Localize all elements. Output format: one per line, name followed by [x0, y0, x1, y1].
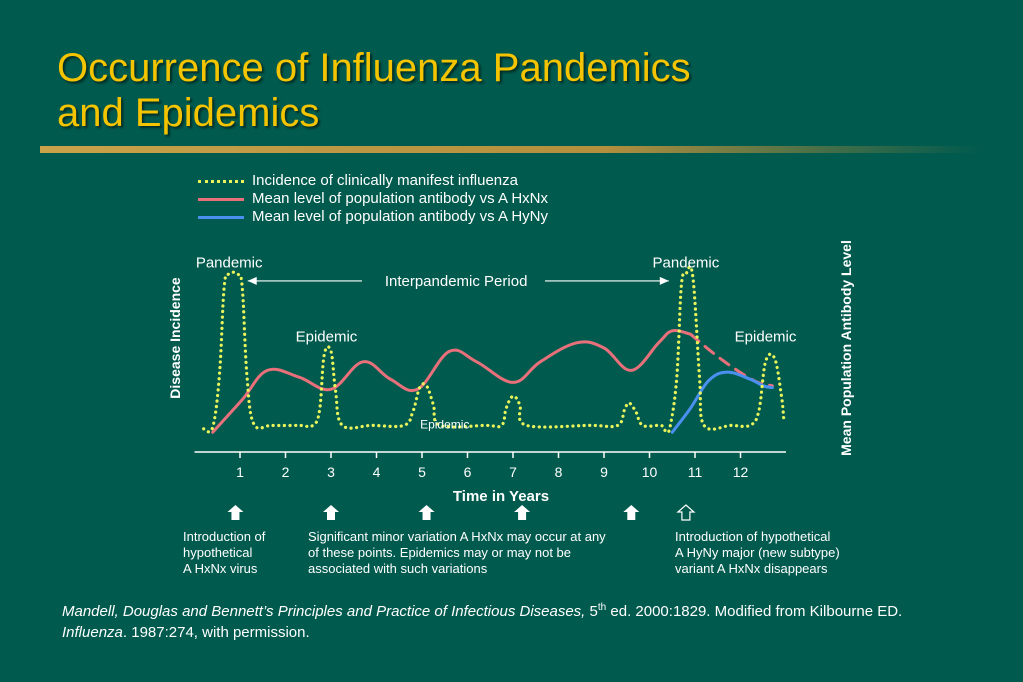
event-arrow-icon	[323, 505, 339, 520]
note-minor-variation: Significant minor variation A HxNx may o…	[308, 529, 606, 576]
citation: Mandell, Douglas and Bennett’s Principle…	[62, 597, 962, 643]
citation-reference: ed. 2000:1829. Modified from Kilbourne E…	[606, 603, 903, 620]
x-tick-label: 5	[418, 464, 426, 480]
legend-label: Mean level of population antibody vs A H…	[252, 208, 549, 225]
legend-item-incidence: Incidence of clinically manifest influen…	[198, 172, 518, 190]
citation-journal: Influenza	[62, 624, 123, 641]
y-axis-title-left: Disease Incidence	[167, 277, 183, 399]
slide-title: Occurrence of Influenza Pandemics and Ep…	[57, 46, 691, 136]
series-line-2	[689, 332, 774, 388]
citation-edition: 5	[585, 603, 598, 620]
event-arrow-icon	[227, 505, 244, 520]
x-tick-label: 7	[509, 464, 517, 480]
legend-item-antibody-hyny: Mean level of population antibody vs A H…	[198, 208, 548, 226]
slide-title-line-1: Occurrence of Influenza Pandemics	[57, 46, 691, 90]
note-intro-hxnx: Introduction of hypothetical A HxNx viru…	[183, 529, 266, 576]
x-tick-label: 2	[282, 464, 290, 480]
x-tick-label: 10	[642, 464, 658, 480]
series-line-1	[211, 328, 692, 434]
citation-pages: . 1987:274, with permission.	[122, 624, 310, 641]
note-intro-hyny: Introduction of hypothetical A HyNy majo…	[675, 529, 840, 576]
slide-title-line-2: and Epidemics	[57, 91, 320, 135]
annotation-label: Pandemic	[196, 255, 263, 272]
legend-swatch-blue	[198, 215, 244, 219]
x-tick-label: 9	[600, 464, 608, 480]
series-line-0	[202, 264, 786, 435]
annotation-label: Pandemic	[653, 255, 720, 272]
period-arrowhead-left	[247, 276, 257, 285]
legend-swatch-dotted	[198, 179, 244, 183]
x-tick-label: 12	[733, 464, 749, 480]
annotation-label: Epidemic	[296, 328, 358, 345]
annotation-label: Interpandemic Period	[385, 273, 528, 290]
legend-swatch-red	[198, 197, 244, 201]
x-tick-label: 1	[236, 464, 244, 480]
citation-edition-sup: th	[597, 602, 607, 613]
x-tick-label: 4	[373, 464, 381, 480]
legend-label: Incidence of clinically manifest influen…	[252, 172, 518, 189]
x-tick-label: 3	[327, 464, 335, 480]
event-arrow-outline-icon	[676, 504, 696, 521]
event-arrow-icon	[514, 505, 531, 520]
event-arrow-icon	[623, 505, 640, 520]
title-divider	[40, 146, 982, 153]
x-tick-label: 8	[555, 464, 563, 480]
period-arrowhead-right	[659, 276, 669, 285]
annotation-label: Epidemic	[420, 418, 469, 432]
annotation-label: Epidemic	[735, 328, 797, 345]
series-line-3	[670, 370, 774, 434]
x-tick-label: 6	[464, 464, 472, 480]
y-axis-title-right: Mean Population Antibody Level	[838, 240, 854, 456]
citation-book: Mandell, Douglas and Bennett’s Principle…	[62, 603, 586, 620]
legend-item-antibody-hxnx: Mean level of population antibody vs A H…	[198, 190, 548, 208]
x-tick-label: 11	[688, 464, 703, 480]
x-axis-title: Time in Years	[453, 488, 549, 505]
legend-label: Mean level of population antibody vs A H…	[252, 190, 549, 207]
event-arrow-icon	[418, 505, 435, 520]
